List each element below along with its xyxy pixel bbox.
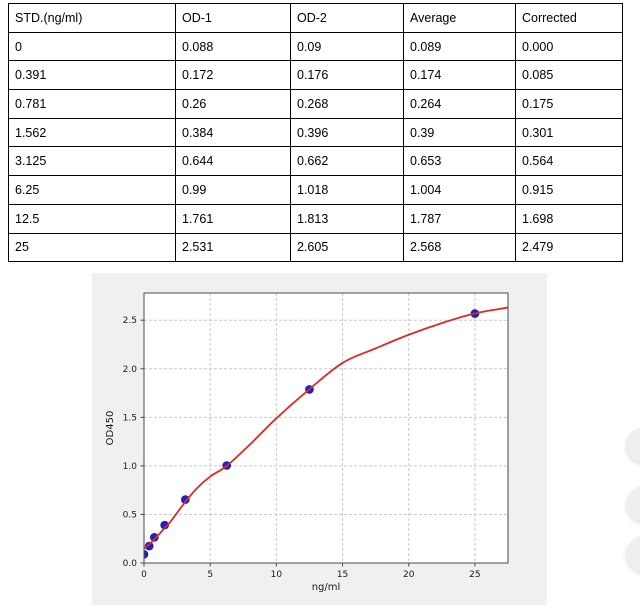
table-cell: 0	[8, 31, 176, 62]
y-tick-label: 2.5	[123, 316, 137, 326]
table-cell: 2.568	[403, 232, 516, 263]
table-cell: 0.564	[515, 146, 623, 177]
table-cell: 0.264	[403, 89, 516, 119]
table-cell: 1.004	[403, 175, 516, 205]
table-row: 25 2.531 2.605 2.568 2.479	[8, 232, 623, 263]
table-cell: 0.000	[515, 31, 623, 62]
table-row: 0.391 0.172 0.176 0.174 0.085	[8, 60, 623, 91]
table-cell: 0.396	[290, 117, 404, 148]
column-header: Corrected	[515, 3, 623, 33]
column-header: Average	[403, 3, 516, 33]
data-point	[181, 495, 190, 504]
table-cell: 0.301	[515, 117, 623, 148]
table-head: STD.(ng/ml) OD-1 OD-2 Average Corrected	[8, 3, 623, 33]
table-body: 0 0.088 0.09 0.089 0.000 0.391 0.172 0.176 0.174…	[8, 31, 623, 263]
table-row: 12.5 1.761 1.813 1.787 1.698	[8, 203, 623, 234]
table-cell: 0.662	[290, 146, 404, 177]
table-cell: 0.09	[290, 31, 404, 62]
data-point	[144, 550, 149, 559]
table-row: 0 0.088 0.09 0.089 0.000	[8, 31, 623, 62]
column-header: STD.(ng/ml)	[8, 3, 176, 33]
table-cell: 0.39	[403, 117, 516, 148]
table-cell: 0.653	[403, 146, 516, 177]
y-tick-label: 0.0	[123, 559, 138, 569]
x-tick-label: 20	[403, 570, 415, 580]
table-cell: 1.698	[515, 203, 623, 234]
table-cell: 0.384	[175, 117, 291, 148]
table-cell: 0.176	[290, 60, 404, 91]
table-cell: 0.26	[175, 89, 291, 119]
tick-labels: 0 5 10 15 20 25 0.0 0.5 1.0 1.5 2.0 2.5	[123, 316, 481, 580]
table-row: 3.125 0.644 0.662 0.653 0.564	[8, 146, 623, 177]
table-cell: 25	[8, 232, 176, 263]
data-point	[144, 541, 154, 551]
table-cell: 0.99	[175, 175, 291, 205]
floating-widget-button-3[interactable]	[626, 536, 640, 572]
table-row: 6.25 0.99 1.018 1.004 0.915	[8, 175, 623, 205]
table-cell: 6.25	[8, 175, 176, 205]
table-row: 0.781 0.26 0.268 0.264 0.175	[8, 89, 623, 119]
table-cell: 0.644	[175, 146, 291, 177]
table-cell: 2.531	[175, 232, 291, 263]
table-cell: 0.268	[290, 89, 404, 119]
floating-widget-button-2[interactable]	[626, 486, 640, 522]
table-cell: 0.085	[515, 60, 623, 91]
column-header: OD-1	[175, 3, 291, 33]
table-cell: 2.605	[290, 232, 404, 263]
table-cell: 0.172	[175, 60, 291, 91]
standard-curve-figure: 0 5 10 15 20 25 0.0 0.5 1.0 1.5 2.0 2.5 ng/ml OD450	[92, 273, 547, 605]
table-cell: 0.781	[8, 89, 176, 119]
plot-background	[144, 293, 508, 563]
standards-table: STD.(ng/ml) OD-1 OD-2 Average Corrected 0 0.0…	[8, 3, 623, 263]
x-tick-label: 15	[337, 570, 348, 580]
y-axis-label: OD450	[105, 411, 116, 446]
column-header: OD-2	[290, 3, 404, 33]
table-cell: 1.787	[403, 203, 516, 234]
y-tick-label: 2.0	[123, 365, 138, 375]
fit-curve	[144, 306, 508, 550]
gridlines	[143, 293, 508, 564]
table-cell: 0.175	[515, 89, 623, 119]
table-cell: 1.018	[290, 175, 404, 205]
plot-frame	[143, 292, 509, 564]
table-cell: 2.479	[515, 232, 623, 263]
table-cell: 0.174	[403, 60, 516, 91]
standard-curve-chart: 0 5 10 15 20 25 0.0 0.5 1.0 1.5 2.0 2.5 ng/ml OD450	[92, 273, 547, 605]
y-tick-label: 1.5	[123, 413, 137, 423]
y-tick-label: 0.5	[123, 510, 137, 520]
x-tick-label: 0	[141, 570, 147, 580]
header-row: STD.(ng/ml) OD-1 OD-2 Average Corrected	[8, 3, 623, 33]
table-cell: 1.761	[175, 203, 291, 234]
table-cell: 3.125	[8, 146, 176, 177]
y-tick-label: 1.0	[123, 462, 138, 472]
x-axis-label: ng/ml	[312, 582, 341, 593]
floating-widget-button-1[interactable]	[626, 427, 640, 463]
table-cell: 0.915	[515, 175, 623, 205]
table-row: 1.562 0.384 0.396 0.39 0.301	[8, 117, 623, 148]
table-cell: 0.088	[175, 31, 291, 62]
table-cell: 0.391	[8, 60, 176, 91]
table-cell: 1.562	[8, 117, 176, 148]
data-point	[150, 533, 159, 542]
x-tick-label: 25	[469, 570, 480, 580]
table-cell: 0.089	[403, 31, 516, 62]
x-tick-label: 5	[207, 570, 213, 580]
x-tick-label: 10	[271, 570, 283, 580]
table-cell: 1.813	[290, 203, 404, 234]
table-cell: 12.5	[8, 203, 176, 234]
